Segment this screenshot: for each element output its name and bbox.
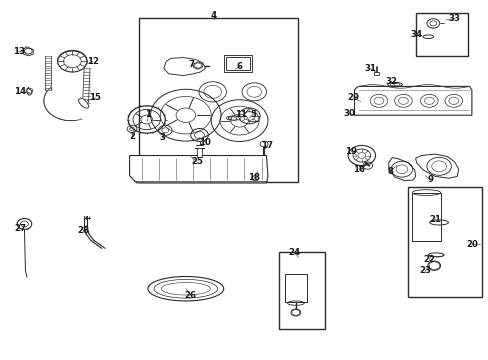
Text: 23: 23 [419,266,430,275]
Text: 2: 2 [129,132,135,141]
Bar [139,18,298,182]
Text: 26: 26 [184,291,196,300]
Text: 3: 3 [160,133,165,142]
Bar [411,193,440,241]
Text: 32: 32 [385,77,396,85]
Text: 25: 25 [191,157,203,166]
Text: 16: 16 [353,165,365,174]
Text: 33: 33 [448,14,460,23]
Text: 5: 5 [250,109,256,118]
Polygon shape [129,156,267,183]
Text: 34: 34 [410,30,422,39]
Bar [224,55,252,72]
Text: 11: 11 [234,109,246,118]
Text: 6: 6 [236,62,242,71]
Text: 21: 21 [428,215,440,224]
Polygon shape [354,86,471,115]
Polygon shape [193,62,202,69]
Polygon shape [428,261,438,270]
Bar [284,274,306,302]
Text: 1: 1 [145,109,151,118]
Polygon shape [415,154,458,178]
Text: 7: 7 [188,60,194,69]
Text: 14: 14 [15,87,26,96]
Text: 12: 12 [87,57,99,66]
Text: 20: 20 [465,240,477,248]
Text: 13: 13 [13,46,24,55]
Bar [373,72,378,75]
Text: 28: 28 [77,226,89,235]
Polygon shape [291,309,299,316]
Circle shape [251,176,258,181]
Polygon shape [388,158,415,181]
Text: 17: 17 [261,141,273,150]
Text: 22: 22 [423,256,434,264]
Polygon shape [78,98,89,108]
Text: 18: 18 [247,173,259,181]
Bar [278,252,325,329]
Text: 4: 4 [210,10,216,19]
Text: 30: 30 [343,109,355,118]
Polygon shape [23,47,33,56]
Polygon shape [163,58,205,76]
Text: 9: 9 [427,175,432,184]
Bar [415,13,468,56]
Text: 19: 19 [345,147,356,156]
Polygon shape [27,87,32,95]
Circle shape [260,141,267,147]
Text: 31: 31 [364,64,376,73]
Text: 24: 24 [288,248,300,257]
Text: 27: 27 [15,224,26,233]
Bar [407,187,481,297]
Text: 8: 8 [386,166,392,175]
Bar [226,57,249,70]
Bar [196,148,202,157]
Text: 29: 29 [346,94,358,102]
Text: 10: 10 [199,138,211,147]
Text: 15: 15 [89,94,101,102]
